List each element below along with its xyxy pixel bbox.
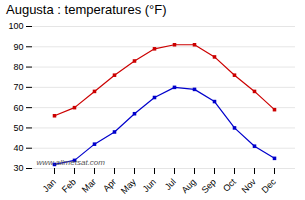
- svg-text:Oct: Oct: [221, 176, 238, 193]
- svg-text:100: 100: [8, 21, 23, 31]
- svg-text:Jan: Jan: [41, 177, 58, 194]
- svg-text:70: 70: [13, 82, 23, 92]
- svg-text:Jul: Jul: [163, 177, 178, 192]
- svg-text:Apr: Apr: [101, 177, 118, 194]
- svg-text:50: 50: [13, 123, 23, 133]
- svg-text:May: May: [119, 176, 138, 195]
- svg-text:www.allmetsat.com: www.allmetsat.com: [37, 158, 106, 167]
- html-text:Augusta : temperatures (°F): Augusta : temperatures (°F): [6, 2, 167, 17]
- svg-text:Jun: Jun: [141, 177, 158, 194]
- svg-text:Sep: Sep: [200, 177, 218, 195]
- svg-text:Dec: Dec: [260, 176, 279, 195]
- svg-text:Nov: Nov: [240, 176, 259, 195]
- svg-text:Feb: Feb: [60, 177, 78, 195]
- svg-text:40: 40: [13, 143, 23, 153]
- svg-text:90: 90: [13, 42, 23, 52]
- svg-text:Aug: Aug: [180, 177, 198, 195]
- svg-text:80: 80: [13, 62, 23, 72]
- svg-text:60: 60: [13, 103, 23, 113]
- svg-text:30: 30: [13, 163, 23, 173]
- svg-text:Mar: Mar: [80, 177, 98, 195]
